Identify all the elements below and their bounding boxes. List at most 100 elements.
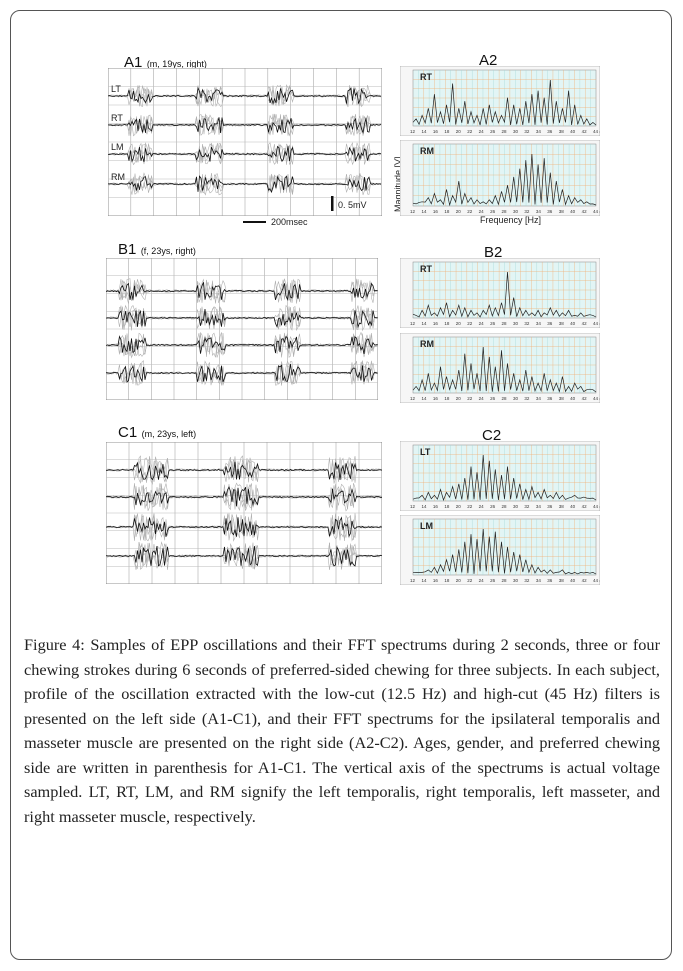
svg-text:36: 36 — [547, 209, 553, 214]
svg-text:32: 32 — [524, 504, 530, 509]
eeg-traces — [107, 67, 383, 217]
svg-text:44 45: 44 45 — [593, 321, 600, 326]
svg-text:30: 30 — [513, 209, 519, 214]
eeg-plot-c1 — [105, 441, 383, 585]
time-scale: 200msec — [243, 217, 308, 227]
svg-text:RT: RT — [420, 264, 432, 274]
spectrum-plot: 12 14 16 18 20 22 24 26 28 30 32 34 36 38 40 42 44 45 — [400, 140, 600, 216]
svg-text:28: 28 — [502, 504, 508, 509]
svg-text:34: 34 — [536, 578, 542, 583]
svg-text:38: 38 — [559, 396, 565, 401]
spectrum-ylabel: Magnitude [V] — [393, 156, 403, 212]
svg-text:22: 22 — [467, 321, 473, 326]
svg-text:26: 26 — [490, 321, 496, 326]
svg-text:40: 40 — [570, 578, 576, 583]
spectrum-b2-rt: 12 14 16 18 20 22 24 26 28 30 32 34 36 38 40 42 44 45 RT — [400, 258, 600, 328]
svg-text:44 45: 44 45 — [593, 504, 600, 509]
svg-text:28: 28 — [502, 209, 508, 214]
svg-text:14: 14 — [421, 321, 427, 326]
figure-frame — [10, 10, 672, 960]
svg-text:36: 36 — [547, 504, 553, 509]
svg-text:28: 28 — [502, 321, 508, 326]
svg-text:16: 16 — [433, 504, 439, 509]
svg-text:RT: RT — [420, 72, 432, 82]
svg-text:14: 14 — [421, 129, 427, 134]
panel-c2-title: C2 — [482, 427, 502, 444]
svg-text:38: 38 — [559, 578, 565, 583]
channel-label-lm: LM — [111, 142, 124, 152]
svg-text:26: 26 — [490, 578, 496, 583]
channel-label-lt: LT — [111, 84, 121, 94]
eeg-plot-a1: LT RT LM RM 0. 5mV — [107, 67, 383, 217]
svg-text:38: 38 — [559, 504, 565, 509]
svg-text:20: 20 — [456, 578, 462, 583]
svg-text:40: 40 — [570, 209, 576, 214]
channel-label-rt: RT — [111, 113, 123, 123]
figure-caption: Figure 4: Samples of EPP oscillations an… — [24, 635, 660, 826]
svg-text:24: 24 — [479, 396, 485, 401]
svg-text:24: 24 — [479, 578, 485, 583]
panel-b1-eeg — [105, 257, 379, 405]
svg-text:RM: RM — [420, 146, 434, 156]
svg-text:40: 40 — [570, 129, 576, 134]
svg-text:LT: LT — [420, 447, 431, 457]
svg-text:38: 38 — [559, 209, 565, 214]
svg-text:20: 20 — [456, 321, 462, 326]
svg-text:26: 26 — [490, 396, 496, 401]
voltage-scale-bar — [331, 196, 334, 211]
spectrum-c2-lt: 12 14 16 18 20 22 24 26 28 30 32 34 36 38 40 42 44 45 LT — [400, 441, 600, 511]
spectrum-xlabel: Frequency [Hz] — [480, 215, 541, 225]
svg-text:30: 30 — [513, 321, 519, 326]
svg-text:42: 42 — [582, 129, 588, 134]
svg-text:32: 32 — [524, 396, 530, 401]
svg-text:34: 34 — [536, 129, 542, 134]
panel-a1-title: A1 (m, 19ys, right) — [124, 54, 207, 71]
panel-a2-title: A2 — [479, 52, 498, 69]
svg-text:16: 16 — [433, 321, 439, 326]
svg-text:36: 36 — [547, 129, 553, 134]
svg-text:44 45: 44 45 — [593, 129, 600, 134]
svg-text:38: 38 — [559, 129, 565, 134]
panel-b2-title: B2 — [484, 244, 503, 261]
voltage-scale-label: 0. 5mV — [338, 200, 367, 210]
svg-text:18: 18 — [444, 578, 450, 583]
svg-text:LM: LM — [420, 521, 433, 531]
svg-text:40: 40 — [570, 396, 576, 401]
svg-text:42: 42 — [582, 209, 588, 214]
panel-c1-title: C1 (m, 23ys, left) — [118, 424, 197, 441]
panel-a1-eeg: LT RT LM RM 0. 5mV — [107, 67, 383, 221]
svg-text:36: 36 — [547, 578, 553, 583]
svg-text:12: 12 — [410, 396, 416, 401]
spectrum-plot: 12 14 16 18 20 22 24 26 28 30 32 34 36 38 40 42 44 45 — [400, 515, 600, 585]
svg-text:14: 14 — [421, 578, 427, 583]
svg-text:22: 22 — [467, 578, 473, 583]
svg-text:24: 24 — [479, 129, 485, 134]
svg-text:40: 40 — [570, 504, 576, 509]
svg-text:30: 30 — [513, 396, 519, 401]
svg-text:14: 14 — [421, 396, 427, 401]
svg-text:20: 20 — [456, 396, 462, 401]
svg-text:12: 12 — [410, 209, 416, 214]
spectrum-plot: 12 14 16 18 20 22 24 26 28 30 32 34 36 38 40 42 44 45 — [400, 333, 600, 403]
spectrum-b2-rm: 12 14 16 18 20 22 24 26 28 30 32 34 36 38 40 42 44 45 RM — [400, 333, 600, 403]
svg-text:RM: RM — [420, 339, 434, 349]
spectrum-c2-lm: 12 14 16 18 20 22 24 26 28 30 32 34 36 38 40 42 44 45 LM — [400, 515, 600, 585]
svg-text:24: 24 — [479, 321, 485, 326]
svg-text:24: 24 — [479, 504, 485, 509]
svg-text:44 45: 44 45 — [593, 396, 600, 401]
svg-text:38: 38 — [559, 321, 565, 326]
spectrum-plot: 12 14 16 18 20 22 24 26 28 30 32 34 36 38 40 42 44 45 — [400, 66, 600, 136]
svg-text:14: 14 — [421, 504, 427, 509]
eeg-plot-b1 — [105, 257, 379, 401]
panel-b1-title: B1 (f, 23ys, right) — [118, 241, 196, 258]
svg-text:16: 16 — [433, 396, 439, 401]
svg-text:22: 22 — [467, 504, 473, 509]
svg-text:18: 18 — [444, 504, 450, 509]
svg-text:22: 22 — [467, 209, 473, 214]
svg-text:32: 32 — [524, 321, 530, 326]
svg-text:18: 18 — [444, 321, 450, 326]
svg-text:42: 42 — [582, 396, 588, 401]
svg-text:34: 34 — [536, 504, 542, 509]
eeg-traces — [105, 257, 379, 401]
spectrum-a2-rm: 12 14 16 18 20 22 24 26 28 30 32 34 36 38 40 42 44 45 RM — [400, 140, 600, 216]
